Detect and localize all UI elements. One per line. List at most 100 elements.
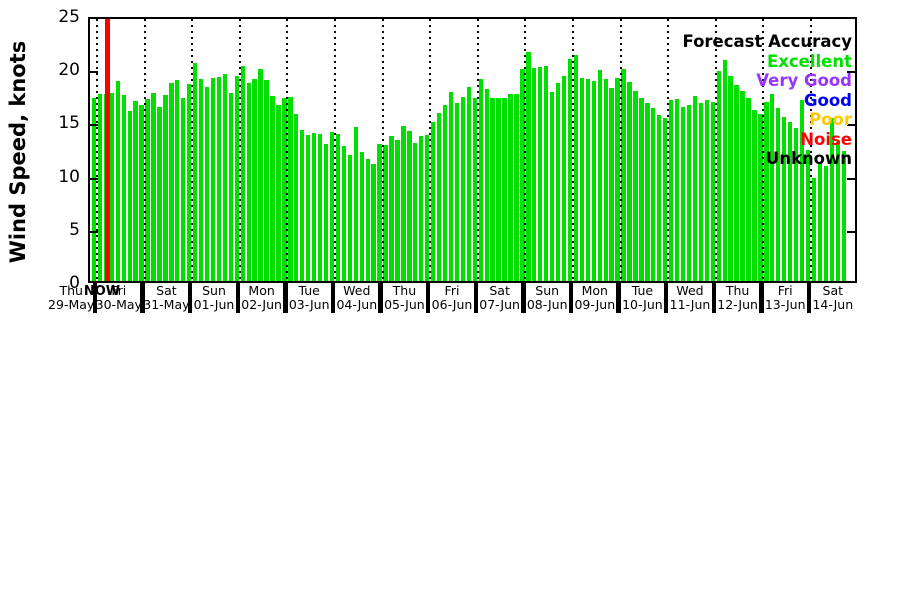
day-gridline (96, 19, 98, 281)
wind-bar (282, 98, 287, 281)
wind-bar (365, 158, 370, 281)
day-gridline (381, 19, 384, 281)
wind-bar (752, 109, 757, 281)
wind-bar (419, 136, 424, 281)
wind-bar (264, 79, 269, 281)
wind-bar (579, 77, 585, 281)
day-boundary-tick (283, 281, 288, 313)
wind-bar (823, 166, 829, 281)
day-gridline (667, 19, 670, 281)
wind-bar (347, 155, 353, 281)
wind-bar (734, 85, 739, 281)
day-weekday: Fri (444, 283, 460, 298)
wind-bar (609, 88, 614, 281)
wind-bar (252, 78, 257, 281)
wind-bar (544, 66, 549, 281)
day-gridline (238, 19, 241, 281)
wind-bar (133, 101, 138, 281)
wind-bar (591, 80, 596, 281)
legend-title: Forecast Accuracy (682, 32, 852, 51)
wind-bar (127, 110, 132, 281)
wind-bar (311, 133, 317, 281)
legend-item-excellent: Excellent (766, 51, 852, 71)
day-date: 10-Jun (622, 297, 663, 312)
day-label: Fri 30-May (89, 284, 149, 312)
day-boundary-tick (235, 281, 241, 313)
day-label: Fri 13-Jun (755, 284, 815, 312)
wind-bar (377, 143, 382, 281)
day-label: Mon 09-Jun (565, 284, 625, 312)
axis-tick (90, 177, 98, 180)
wind-bar (561, 75, 567, 281)
wind-bar (680, 106, 686, 281)
day-date: 30-May (95, 297, 142, 312)
wind-bar (276, 105, 281, 281)
day-label: Tue 10-Jun (612, 284, 672, 312)
wind-bar (698, 103, 704, 281)
y-tick-label: 20 (58, 60, 80, 81)
day-date: 02-Jun (241, 297, 282, 312)
wind-bar (817, 162, 823, 281)
wind-bar (389, 136, 394, 281)
wind-bar (657, 115, 662, 281)
day-weekday: Sat (822, 283, 844, 298)
day-gridline (286, 19, 289, 281)
wind-bar (829, 118, 834, 281)
wind-bar (764, 102, 769, 281)
wind-bar (163, 94, 168, 281)
day-gridline (334, 19, 336, 281)
wind-bar (454, 103, 460, 281)
wind-bar (210, 77, 216, 281)
day-boundary-tick (663, 281, 669, 313)
wind-bar (841, 151, 846, 281)
y-tick-label: 25 (58, 7, 80, 27)
day-date: 14-Jun (812, 297, 854, 312)
wind-bar (526, 52, 531, 281)
wind-bar (151, 92, 156, 281)
day-boundary-tick (140, 281, 145, 313)
day-date: 29-May (48, 297, 95, 312)
wind-bar (139, 105, 144, 281)
wind-bar (686, 105, 692, 281)
wind-bar (484, 89, 489, 281)
wind-bar (478, 78, 483, 281)
legend-item-poor: Poor (809, 110, 852, 129)
wind-bar (258, 69, 263, 281)
day-date: 13-Jun (764, 297, 806, 312)
wind-bar (204, 87, 210, 281)
wind-bar (776, 107, 781, 281)
wind-bar (436, 112, 442, 281)
day-label: Sat 31-May (136, 284, 196, 312)
day-weekday: Wed (343, 283, 371, 298)
wind-bar (490, 98, 495, 281)
wind-bar (758, 113, 763, 281)
wind-bar (192, 62, 198, 281)
day-weekday: Sat (156, 283, 177, 298)
wind-bar (359, 152, 364, 281)
day-weekday: Thu (392, 283, 417, 298)
day-date: 09-Jun (574, 297, 616, 312)
wind-bar (109, 92, 115, 281)
wind-bar (746, 98, 751, 281)
day-date: 01-Jun (193, 297, 235, 312)
day-weekday: Wed (676, 283, 704, 298)
wind-bar (805, 150, 811, 281)
wind-bar (157, 106, 162, 281)
axis-tick (847, 177, 855, 180)
axis-tick (847, 230, 855, 233)
day-date: 03-Jun (288, 297, 330, 312)
axis-tick (90, 124, 98, 127)
wind-bar (187, 84, 192, 281)
day-label: Sat 07-Jun (470, 284, 530, 312)
y-tick-label: 10 (58, 166, 80, 187)
wind-bar (335, 134, 341, 281)
legend: Forecast Accuracy Excellent Very Good Good… (682, 32, 852, 169)
legend-item-noise: Noise (800, 129, 852, 149)
wind-bar (710, 102, 715, 281)
wind-bar (651, 107, 656, 281)
wind-bar (323, 143, 329, 281)
wind-bar (240, 66, 245, 281)
wind-bar (770, 93, 775, 281)
day-weekday: Mon (248, 283, 275, 298)
wind-bar (835, 141, 840, 281)
